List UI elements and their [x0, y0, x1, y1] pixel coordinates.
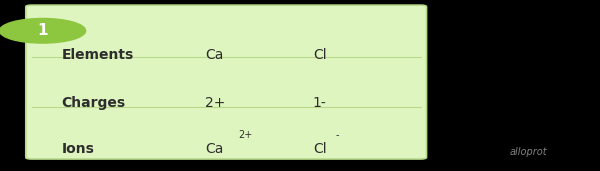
- Text: Charges: Charges: [62, 96, 126, 110]
- Text: Ca: Ca: [205, 48, 224, 62]
- Text: Ca: Ca: [205, 142, 224, 156]
- Circle shape: [0, 18, 86, 43]
- Text: Ions: Ions: [62, 142, 95, 156]
- Text: alloprot: alloprot: [509, 147, 547, 157]
- Text: 2+: 2+: [238, 130, 253, 140]
- Text: -: -: [335, 130, 339, 140]
- Text: 1-: 1-: [313, 96, 326, 110]
- Text: 1: 1: [37, 23, 48, 38]
- Text: 2+: 2+: [205, 96, 226, 110]
- Text: Cl: Cl: [313, 48, 326, 62]
- FancyBboxPatch shape: [26, 5, 427, 159]
- Text: Cl: Cl: [313, 142, 326, 156]
- Text: Elements: Elements: [62, 48, 134, 62]
